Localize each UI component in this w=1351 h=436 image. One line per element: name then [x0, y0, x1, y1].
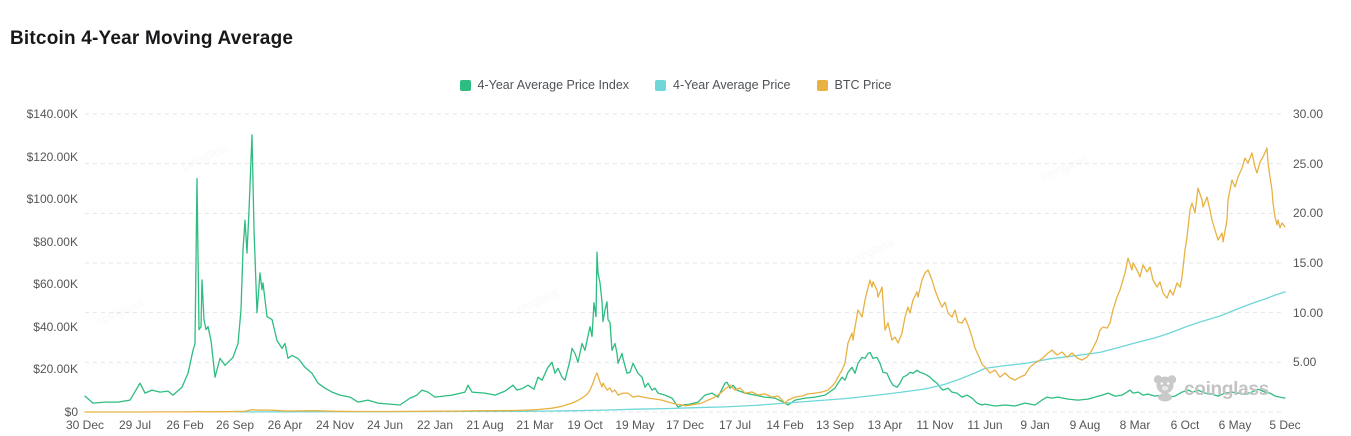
y-axis-left-tick-label: $0 [64, 405, 78, 419]
x-axis-tick-label: 17 Dec [665, 418, 705, 432]
x-axis-tick-label: 11 Jun [967, 418, 1003, 432]
x-axis-tick-label: 24 Nov [315, 418, 355, 432]
legend-label: 4-Year Average Price Index [477, 78, 630, 92]
x-axis-tick-label: 9 Aug [1069, 418, 1101, 432]
x-axis-tick-label: 6 Oct [1170, 418, 1200, 432]
y-axis-left-tick-label: $140.00K [26, 107, 78, 121]
x-axis-tick-label: 8 Mar [1119, 418, 1151, 432]
x-axis-tick-label: 13 Apr [867, 418, 903, 432]
y-axis-right-tick-label: 5.00 [1293, 355, 1317, 370]
y-axis-right-tick-label: 20.00 [1293, 206, 1324, 221]
legend-swatch-icon [459, 79, 471, 91]
legend-item-4-year-average-price-index[interactable]: 4-Year Average Price Index [459, 78, 630, 92]
y-axis-left-tick-label: $20.00K [33, 362, 78, 377]
x-axis-tick-label: 14 Feb [766, 418, 804, 432]
x-axis-tick-label: 6 May [1218, 418, 1252, 432]
series-line-4-year-average-price-index [84, 134, 1286, 408]
page-title: Bitcoin 4-Year Moving Average [10, 28, 294, 49]
y-axis-left-tick-label: $40.00K [33, 319, 78, 334]
y-axis-left-tick-label: $80.00K [33, 234, 78, 249]
chart-plot-area[interactable] [84, 113, 1286, 413]
x-axis-tick-label: 5 Dec [1269, 418, 1301, 432]
legend-item-btc-price[interactable]: BTC Price [816, 78, 892, 92]
x-axis-tick-label: 30 Dec [65, 418, 105, 432]
x-axis-tick-label: 13 Sep [815, 418, 855, 432]
legend-item-4-year-average-price[interactable]: 4-Year Average Price [655, 78, 791, 92]
y-axis-left-tick-label: $100.00K [26, 192, 78, 207]
x-axis-tick-label: 21 Aug [466, 418, 504, 432]
x-axis-tick-label: 26 Sep [215, 418, 255, 432]
chart-legend: 4-Year Average Price Index 4-Year Average… [0, 78, 1351, 92]
x-axis-tick-label: 22 Jan [416, 418, 454, 432]
y-axis-right-tick-label: 10.00 [1293, 305, 1324, 320]
x-axis-tick-label: 26 Feb [166, 418, 204, 432]
legend-label: BTC Price [834, 78, 892, 92]
x-axis-tick-label: 26 Apr [267, 418, 303, 432]
y-axis-left-tick-label: $120.00K [26, 149, 78, 164]
legend-swatch-icon [816, 79, 828, 91]
x-axis-tick-label: 17 Jul [718, 418, 752, 432]
legend-label: 4-Year Average Price [673, 78, 791, 92]
x-axis-tick-label: 19 May [615, 418, 655, 432]
series-line-btc-price [84, 147, 1286, 413]
y-axis-right-tick-label: 30.00 [1293, 107, 1324, 121]
x-axis-tick-label: 29 Jul [118, 418, 152, 432]
y-axis-left-tick-label: $60.00K [33, 277, 78, 292]
x-axis-tick-label: 9 Jan [1020, 418, 1050, 432]
legend-swatch-icon [655, 79, 667, 91]
x-axis-tick-label: 19 Oct [567, 418, 603, 432]
x-axis-tick-label: 24 Jun [366, 418, 404, 432]
series-line-4-year-average-price [234, 291, 1286, 413]
x-axis-tick-label: 21 Mar [516, 418, 554, 432]
y-axis-right-tick-label: 25.00 [1293, 156, 1324, 171]
x-axis-tick-label: 11 Nov [916, 418, 954, 432]
y-axis-right-tick-label: 15.00 [1293, 256, 1324, 270]
